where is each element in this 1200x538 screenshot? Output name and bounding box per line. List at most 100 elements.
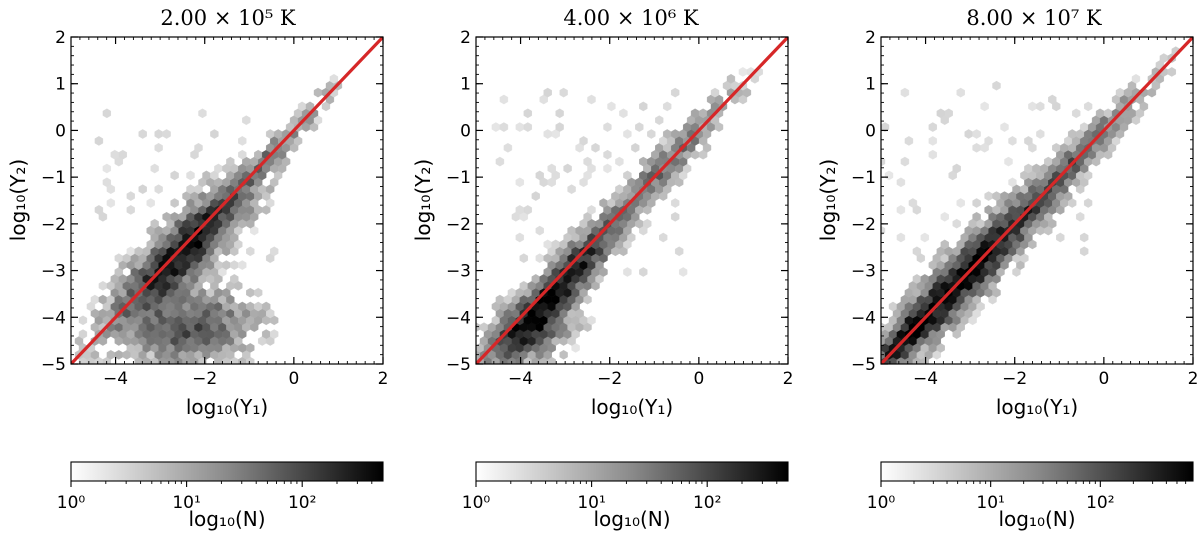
hexbin-cell bbox=[671, 211, 680, 222]
hexbin-cell bbox=[142, 363, 144, 364]
hexbin-cell bbox=[230, 274, 239, 284]
reference-line-y-equals-x bbox=[881, 37, 1193, 364]
x-tick-label: −2 bbox=[597, 369, 622, 389]
hexbin-cell bbox=[1079, 122, 1089, 132]
y-tick-label: −5 bbox=[446, 355, 471, 375]
hexbin-cell bbox=[98, 280, 108, 291]
hexbin-cell bbox=[591, 142, 600, 153]
hexbin-cell bbox=[671, 198, 680, 208]
y-tick-label: 1 bbox=[865, 75, 876, 95]
hexbin-cell bbox=[519, 253, 528, 264]
chart-title-3: 8.00 × 10⁷ K bbox=[966, 6, 1102, 30]
hexbin-cell bbox=[928, 149, 937, 160]
hexbin-cell bbox=[952, 218, 961, 229]
hexbin-cell bbox=[1048, 94, 1057, 105]
hexbin-cell bbox=[182, 363, 183, 364]
plot-frame bbox=[70, 36, 384, 365]
hexbin-cell bbox=[238, 136, 247, 146]
chart-panel-1: 2.00 × 10⁵ K −4 −2 0 2 −5 −4 −3 −2 −1 0 1 2 log₁₀(Y… bbox=[6, 6, 388, 531]
hexbin-cell bbox=[555, 122, 564, 132]
hexbin-cell bbox=[904, 136, 914, 146]
hexbin-cell bbox=[928, 136, 937, 146]
hexbin-cell bbox=[158, 363, 160, 364]
hexbin-cell bbox=[639, 101, 648, 112]
hexbin-cell bbox=[150, 218, 159, 229]
x-axis-label-1: log₁₀(Y₁) bbox=[186, 395, 268, 419]
hexbin-cell bbox=[710, 87, 720, 98]
hexbin-cell bbox=[270, 329, 279, 339]
y-tick-label: 2 bbox=[460, 28, 471, 48]
hexbin-cell bbox=[1075, 211, 1085, 222]
hexbin-cell bbox=[523, 122, 532, 132]
hexbin-cell bbox=[262, 301, 271, 312]
hexbin-cell bbox=[186, 170, 195, 181]
hexbin-cell bbox=[1044, 156, 1053, 167]
hexbin-cell bbox=[615, 184, 624, 195]
hexbin-cell bbox=[329, 73, 339, 84]
x-tick-label: 0 bbox=[1098, 369, 1109, 389]
hexbin-cell bbox=[908, 198, 918, 208]
hexbin-cell bbox=[246, 301, 255, 312]
colorbar-tick-label: 10⁰ bbox=[867, 493, 896, 513]
hexbin-cell bbox=[944, 108, 953, 119]
y-tick-label: −4 bbox=[446, 308, 471, 328]
hexbin-cell bbox=[940, 211, 949, 222]
x-tick-label: 2 bbox=[783, 369, 794, 389]
x-tick-label: 2 bbox=[1188, 369, 1199, 389]
hexbin-cell bbox=[102, 108, 112, 119]
colorbar-label-1: log₁₀(N) bbox=[188, 507, 265, 531]
hexbin-cell bbox=[210, 129, 219, 139]
hexbin-cell bbox=[690, 108, 700, 119]
x-tick-label: −4 bbox=[913, 369, 938, 389]
hexbin-cell bbox=[78, 329, 88, 339]
hexbin-cell bbox=[1131, 73, 1141, 84]
hexbin-cell bbox=[655, 115, 664, 126]
hexbin-cell bbox=[515, 177, 524, 188]
hexbin-cell bbox=[1004, 156, 1013, 167]
hexbin-cell bbox=[543, 87, 552, 98]
hexbin-cell bbox=[956, 87, 965, 98]
hexbin-cell bbox=[659, 232, 668, 243]
hexbin-cell bbox=[198, 108, 207, 119]
y-tick-label: −3 bbox=[41, 262, 66, 282]
hexbin-cell bbox=[619, 108, 628, 119]
colorbar-tick-label: 10¹ bbox=[577, 493, 605, 513]
hexbin-cell bbox=[94, 136, 104, 146]
hexbin-cell bbox=[238, 301, 247, 312]
hexbin-cell bbox=[523, 108, 532, 119]
hexbin-cell bbox=[266, 129, 275, 139]
x-tick-label: −2 bbox=[192, 369, 217, 389]
colorbar-label-2: log₁₀(N) bbox=[593, 507, 670, 531]
hexbin-cell bbox=[221, 363, 223, 364]
hexbin-cell bbox=[106, 198, 116, 208]
hexbin-cell bbox=[603, 149, 612, 160]
hexbin-cell bbox=[238, 149, 247, 160]
hexbin-cell bbox=[956, 198, 965, 208]
hexbin-cell bbox=[174, 363, 176, 364]
hexbin-cell bbox=[495, 156, 505, 167]
hexbin-cell bbox=[270, 246, 279, 257]
hexbin-cell bbox=[1000, 191, 1009, 201]
hexbin-cell bbox=[134, 246, 143, 257]
hexbin-cell bbox=[515, 122, 524, 132]
hexbin-cell bbox=[90, 294, 100, 305]
hexbin-cell bbox=[928, 122, 937, 132]
colorbar-gradient bbox=[475, 461, 789, 482]
hexbin-cell bbox=[980, 101, 989, 112]
x-tick-label: 0 bbox=[693, 369, 704, 389]
hexbin-cell bbox=[543, 129, 552, 139]
hexbin-cell bbox=[186, 184, 195, 195]
hexbin-cell bbox=[567, 184, 576, 195]
plot-frame bbox=[475, 36, 789, 365]
hexbin-cell bbox=[881, 363, 882, 364]
hexbin-cell bbox=[623, 170, 632, 181]
hexbin-cell bbox=[583, 156, 592, 167]
chart-title-2: 4.00 × 10⁶ K bbox=[563, 6, 699, 30]
hexbin-cell bbox=[499, 363, 501, 364]
hexbin-cell bbox=[305, 101, 315, 112]
y-tick-label: −2 bbox=[851, 215, 876, 235]
hexbin-cell bbox=[884, 170, 894, 181]
colorbar-tick-label: 10¹ bbox=[976, 493, 1004, 513]
hexbin-cell bbox=[262, 329, 271, 339]
